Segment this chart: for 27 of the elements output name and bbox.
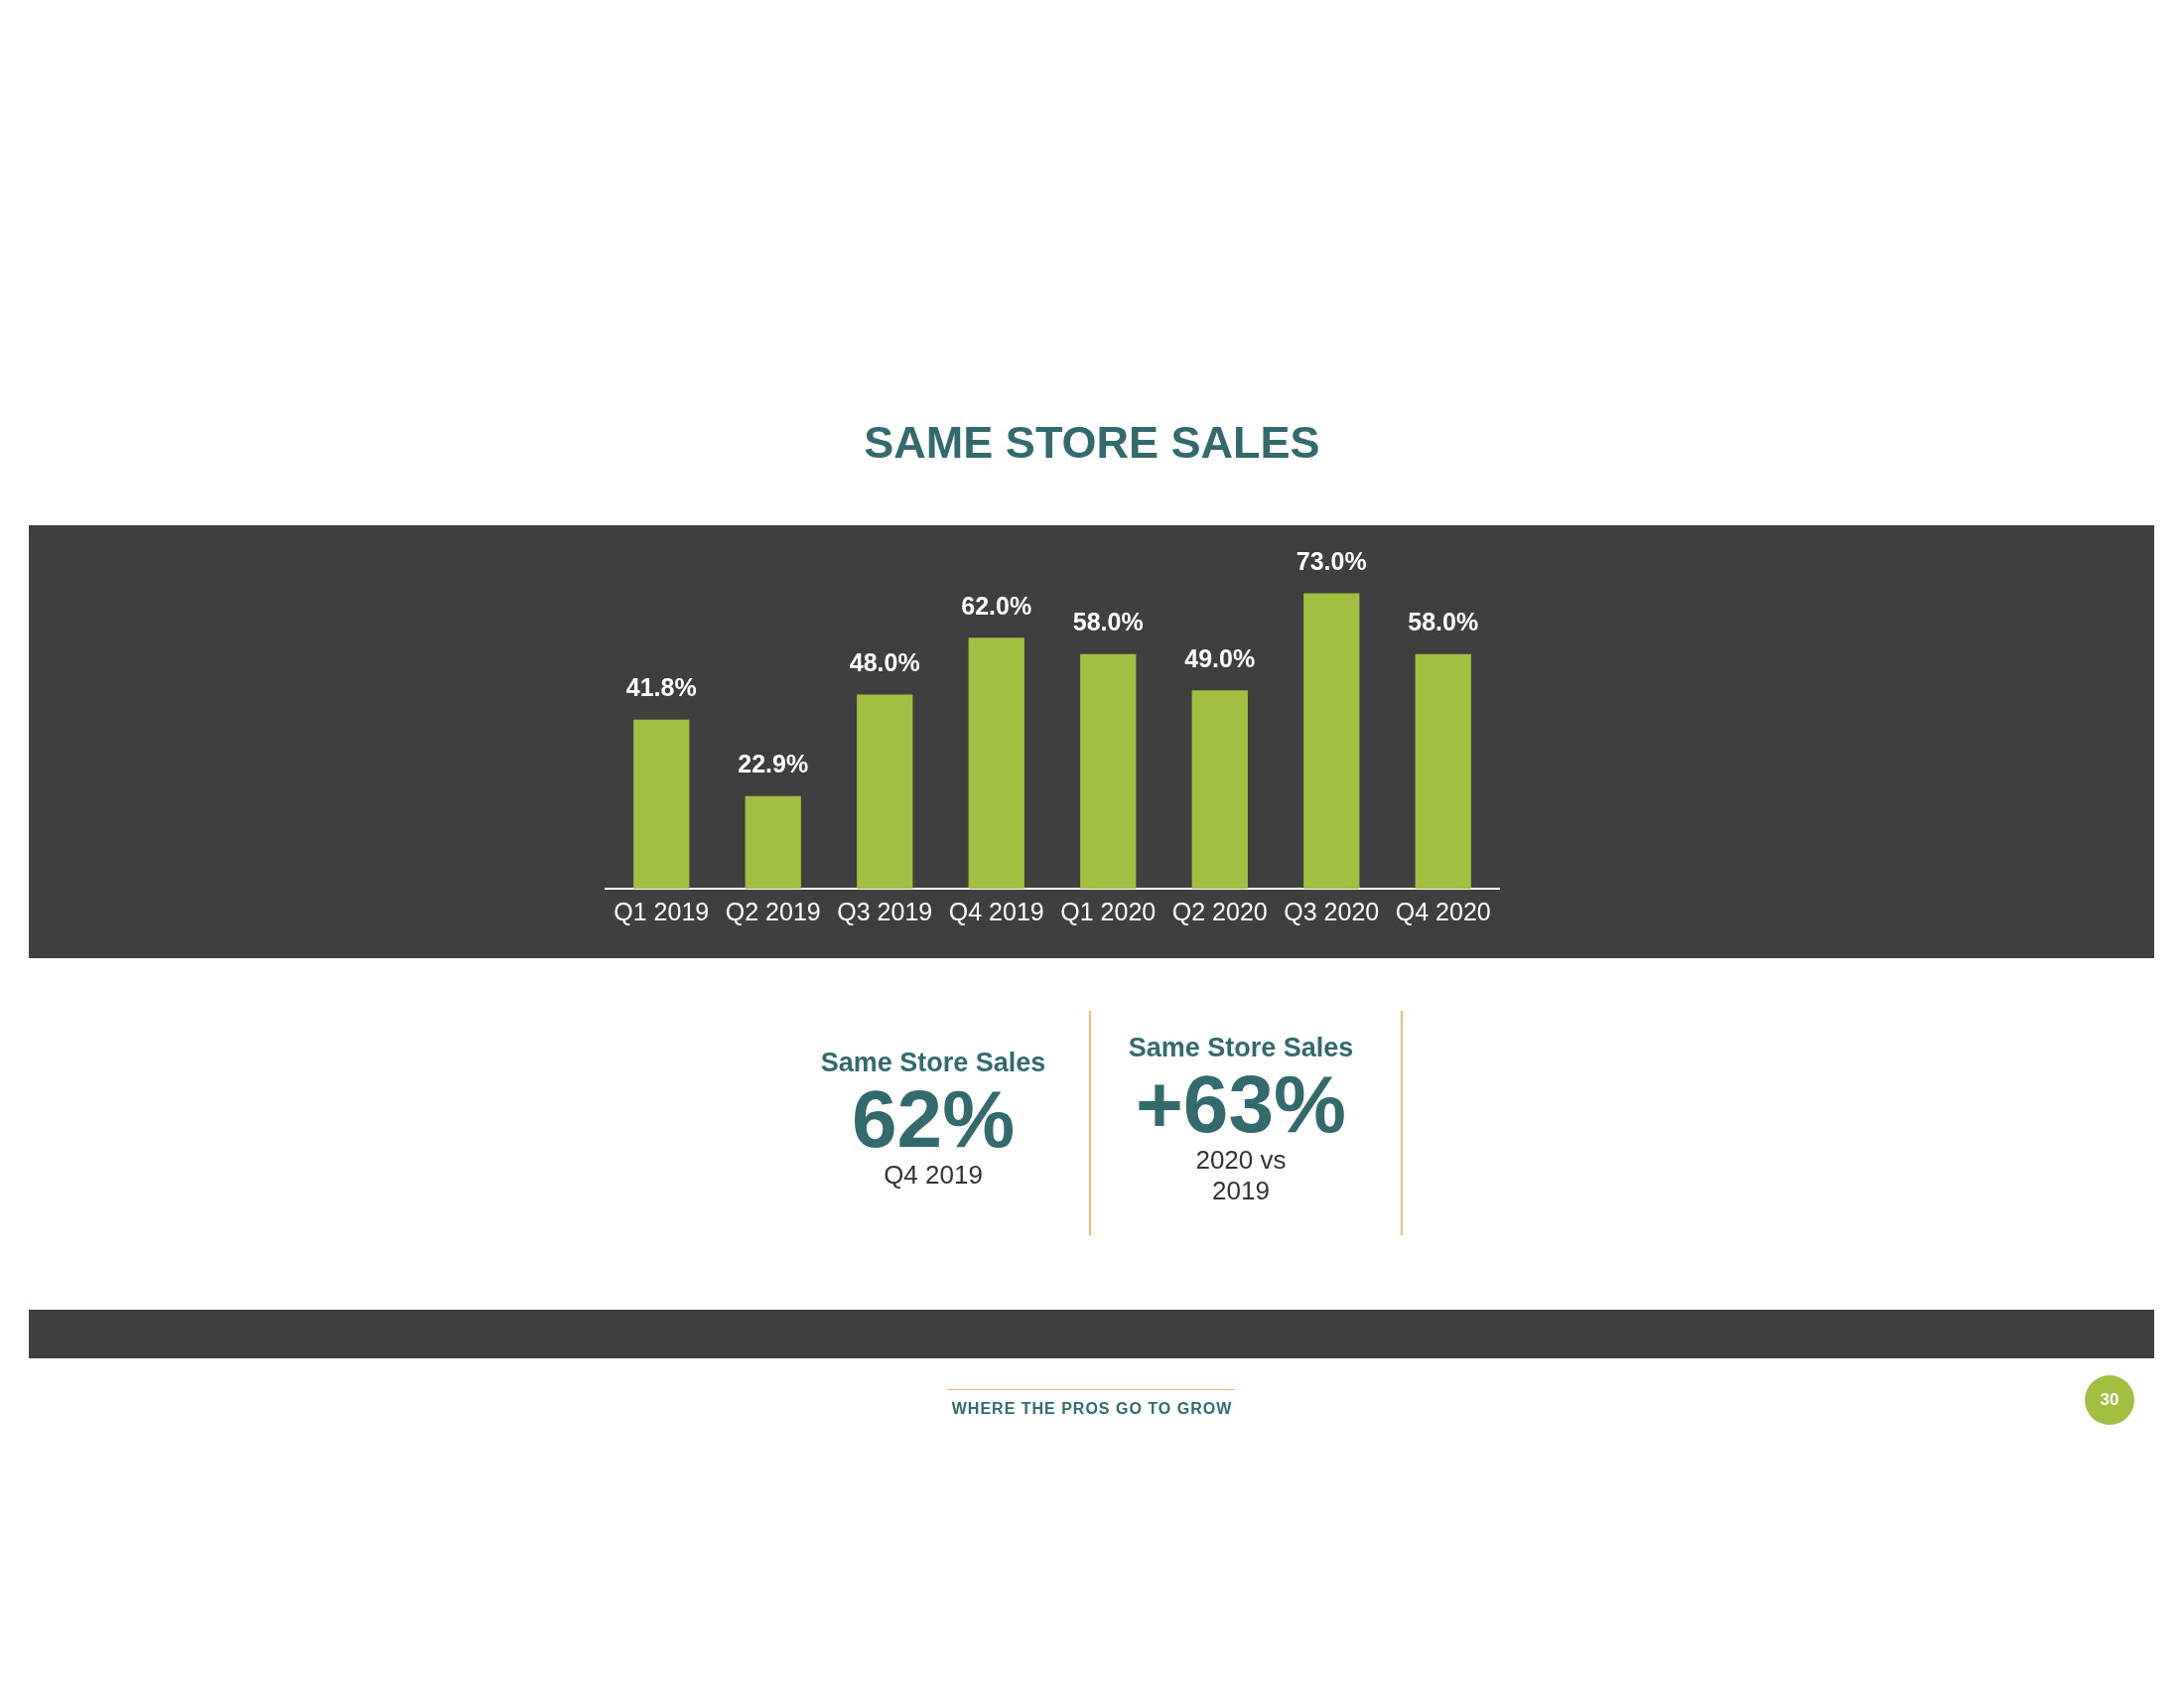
- bar: [1303, 593, 1360, 889]
- data-label: 49.0%: [1184, 643, 1256, 672]
- x-tick-label: Q1 2019: [614, 897, 710, 925]
- data-label: 48.0%: [849, 647, 920, 676]
- data-label: 58.0%: [1408, 608, 1479, 636]
- text: 30: [2085, 1375, 2134, 1425]
- x-tick-label: Q3 2020: [1284, 897, 1380, 925]
- bar: [633, 719, 690, 889]
- bar: [745, 795, 801, 889]
- x-tick-label: Q3 2019: [837, 897, 933, 925]
- bar: [1191, 690, 1248, 889]
- data-label: 58.0%: [1072, 608, 1144, 636]
- bar: [1080, 653, 1137, 889]
- x-tick-label: Q2 2020: [1171, 897, 1268, 925]
- x-tick-label: Q2 2019: [725, 897, 821, 925]
- bar: [857, 694, 913, 889]
- x-tick-label: Q4 2020: [1395, 897, 1491, 925]
- bar: [1415, 653, 1471, 889]
- data-label: 22.9%: [738, 750, 809, 778]
- x-tick-label: Q1 2020: [1060, 897, 1157, 925]
- data-label: 41.8%: [625, 673, 697, 702]
- data-label: 73.0%: [1296, 546, 1367, 575]
- bar: [968, 637, 1024, 889]
- chart-title: SAME STORE SALES: [863, 417, 1321, 469]
- text: WHERE THE PROS GO TO GROW: [951, 1400, 1233, 1417]
- x-tick-label: Q4 2019: [948, 897, 1044, 925]
- data-label: 62.0%: [961, 591, 1032, 620]
